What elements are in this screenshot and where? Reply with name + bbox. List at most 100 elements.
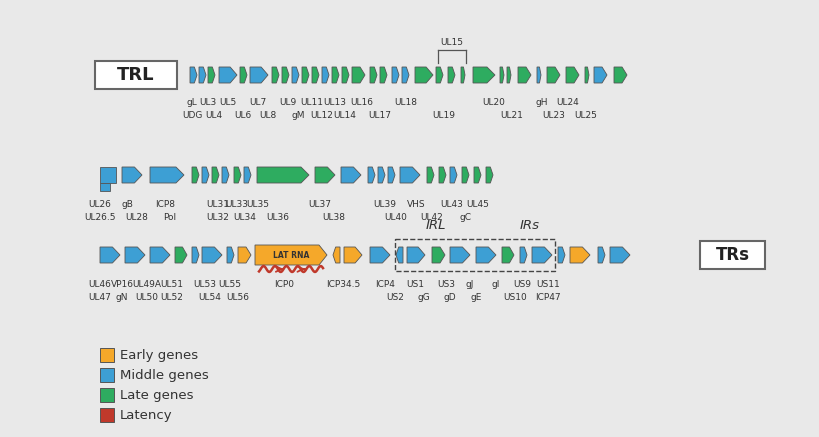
Polygon shape [450, 247, 469, 263]
Text: UL46: UL46 [88, 280, 111, 289]
Text: UL34: UL34 [233, 213, 256, 222]
Text: IRs: IRs [519, 219, 540, 232]
Polygon shape [341, 167, 360, 183]
Polygon shape [401, 67, 409, 83]
Polygon shape [396, 247, 402, 263]
Text: UL52: UL52 [161, 293, 183, 302]
Polygon shape [532, 247, 551, 263]
Bar [100, 388, 114, 402]
Polygon shape [250, 67, 268, 83]
Text: UL3: UL3 [199, 98, 216, 107]
Polygon shape [272, 67, 278, 83]
Polygon shape [222, 167, 229, 183]
Polygon shape [332, 67, 338, 83]
Polygon shape [584, 67, 588, 83]
Polygon shape [199, 67, 206, 83]
Text: gI: gI [491, 280, 500, 289]
Polygon shape [100, 247, 120, 263]
Text: UL51: UL51 [161, 280, 183, 289]
Text: Pol: Pol [163, 213, 176, 222]
Polygon shape [486, 167, 492, 183]
Text: ICP8: ICP8 [155, 200, 174, 209]
Text: UL40: UL40 [384, 213, 407, 222]
Polygon shape [519, 247, 527, 263]
Polygon shape [565, 67, 578, 83]
Text: gB: gB [121, 200, 133, 209]
Text: UL23: UL23 [542, 111, 565, 120]
Text: UL13: UL13 [324, 98, 346, 107]
Polygon shape [201, 247, 222, 263]
Text: VHS: VHS [406, 200, 425, 209]
Polygon shape [212, 167, 219, 183]
Polygon shape [391, 67, 399, 83]
Text: gJ: gJ [465, 280, 473, 289]
Polygon shape [379, 67, 387, 83]
Polygon shape [351, 67, 364, 83]
Bar [95, 61, 177, 89]
Text: US9: US9 [513, 280, 531, 289]
Text: US11: US11 [536, 280, 559, 289]
Text: UL17: UL17 [368, 111, 391, 120]
Text: UL45: UL45 [466, 200, 489, 209]
Polygon shape [506, 67, 510, 83]
Bar [395, 239, 554, 271]
Polygon shape [557, 247, 564, 263]
Text: LAT RNA: LAT RNA [273, 250, 309, 260]
Text: UL16: UL16 [350, 98, 373, 107]
Polygon shape [461, 167, 468, 183]
Text: UL14: UL14 [333, 111, 356, 120]
Text: UL9: UL9 [279, 98, 296, 107]
Text: UL56: UL56 [226, 293, 249, 302]
Polygon shape [593, 67, 606, 83]
Text: TRs: TRs [715, 246, 749, 264]
Polygon shape [344, 247, 361, 263]
Polygon shape [475, 247, 495, 263]
Text: ICP34.5: ICP34.5 [325, 280, 360, 289]
Text: gH: gH [535, 98, 548, 107]
Polygon shape [201, 167, 209, 183]
Polygon shape [473, 67, 495, 83]
Polygon shape [369, 67, 377, 83]
Polygon shape [597, 247, 604, 263]
Polygon shape [447, 67, 455, 83]
Polygon shape [460, 67, 464, 83]
Text: UL12: UL12 [310, 111, 333, 120]
Text: Latency: Latency [120, 409, 173, 422]
Polygon shape [342, 67, 349, 83]
Polygon shape [208, 67, 215, 83]
Polygon shape [501, 247, 514, 263]
Polygon shape [122, 167, 142, 183]
Polygon shape [322, 67, 328, 83]
Polygon shape [613, 67, 627, 83]
Text: gG: gG [417, 293, 430, 302]
Polygon shape [414, 67, 432, 83]
Polygon shape [314, 167, 335, 183]
Text: TRL: TRL [117, 66, 155, 84]
Text: UL15: UL15 [440, 38, 463, 47]
Text: UL28: UL28 [125, 213, 148, 222]
Text: UL36: UL36 [266, 213, 289, 222]
Text: UL43: UL43 [440, 200, 463, 209]
Text: UL49A: UL49A [133, 280, 161, 289]
Polygon shape [292, 67, 299, 83]
Polygon shape [473, 167, 481, 183]
Text: UL42: UL42 [420, 213, 443, 222]
Text: UL50: UL50 [135, 293, 158, 302]
Polygon shape [100, 167, 115, 183]
Text: UL26: UL26 [88, 200, 111, 209]
Text: UL7: UL7 [249, 98, 266, 107]
Polygon shape [609, 247, 629, 263]
Polygon shape [369, 247, 390, 263]
Polygon shape [536, 67, 541, 83]
Polygon shape [301, 67, 309, 83]
Bar [100, 408, 114, 422]
Text: US1: US1 [405, 280, 423, 289]
Polygon shape [192, 167, 199, 183]
Text: IRL: IRL [425, 219, 446, 232]
Polygon shape [240, 67, 247, 83]
Polygon shape [569, 247, 590, 263]
Polygon shape [100, 183, 110, 191]
Text: UL24: UL24 [556, 98, 579, 107]
Polygon shape [436, 67, 442, 83]
Text: gD: gD [443, 293, 455, 302]
